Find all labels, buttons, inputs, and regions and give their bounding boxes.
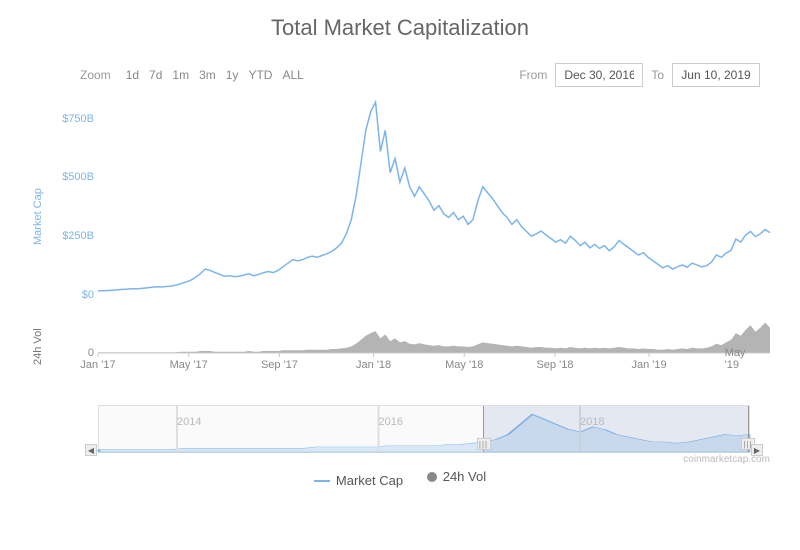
legend-item-volume[interactable]: 24h Vol (427, 469, 486, 484)
y-tick-marketcap: $0 (56, 289, 94, 301)
marketcap-line (98, 102, 770, 291)
zoom-button-1m[interactable]: 1m (167, 66, 194, 84)
y-tick-volume: 0 (56, 347, 94, 359)
volume-area (98, 323, 770, 354)
legend-label-volume: 24h Vol (443, 469, 486, 484)
legend-dot-icon (427, 472, 437, 482)
x-tick: Sep '17 (261, 359, 298, 371)
chart-area: Market Cap 24h Vol Jan '17May '17Sep '17… (50, 95, 770, 375)
to-label: To (651, 68, 664, 82)
zoom-button-ytd[interactable]: YTD (243, 66, 277, 84)
plot-region[interactable]: Jan '17May '17Sep '17Jan '18May '18Sep '… (98, 95, 770, 355)
zoom-group: Zoom 1d7d1m3m1yYTDALL (80, 66, 309, 84)
zoom-label: Zoom (80, 68, 111, 82)
legend-label-marketcap: Market Cap (336, 473, 403, 488)
navigator-handle-left-icon[interactable]: ||| (477, 438, 491, 450)
navigator-year-label: 2014 (177, 416, 201, 428)
y-axis-label-marketcap: Market Cap (32, 188, 44, 245)
y-tick-marketcap: $750B (56, 113, 94, 125)
date-range-group: From To (519, 63, 760, 87)
zoom-button-1d[interactable]: 1d (121, 66, 144, 84)
from-date-input[interactable] (555, 63, 643, 87)
zoom-button-3m[interactable]: 3m (194, 66, 221, 84)
zoom-button-all[interactable]: ALL (277, 66, 308, 84)
to-date-input[interactable] (672, 63, 760, 87)
legend-line-icon (314, 480, 330, 482)
zoom-button-7d[interactable]: 7d (144, 66, 167, 84)
zoom-button-1y[interactable]: 1y (221, 66, 244, 84)
navigator-arrow-left-icon[interactable]: ◀ (85, 444, 97, 456)
x-tick: Jan '18 (356, 359, 391, 371)
y-axis-label-volume: 24h Vol (32, 328, 44, 365)
attribution-text: coinmarketcap.com (683, 454, 770, 465)
navigator-selection[interactable]: ||| ||| (483, 406, 750, 452)
y-tick-marketcap: $500B (56, 171, 94, 183)
x-tick: Jan '17 (80, 359, 115, 371)
y-tick-marketcap: $250B (56, 230, 94, 242)
navigator[interactable]: ||| ||| ◀ ▶ 201420162018 (98, 405, 750, 453)
x-tick: Sep '18 (536, 359, 573, 371)
x-tick: May '18 (445, 359, 483, 371)
x-tick: Jan '19 (631, 359, 666, 371)
navigator-year-label: 2018 (580, 416, 604, 428)
controls-row: Zoom 1d7d1m3m1yYTDALL From To (30, 63, 770, 87)
navigator-year-label: 2016 (379, 416, 403, 428)
legend-item-marketcap[interactable]: Market Cap (314, 473, 403, 488)
x-tick: May '17 (170, 359, 208, 371)
from-label: From (519, 68, 547, 82)
chart-title: Total Market Capitalization (30, 15, 770, 41)
legend: Market Cap 24h Vol (30, 469, 770, 488)
x-tick: May '19 (725, 347, 755, 371)
